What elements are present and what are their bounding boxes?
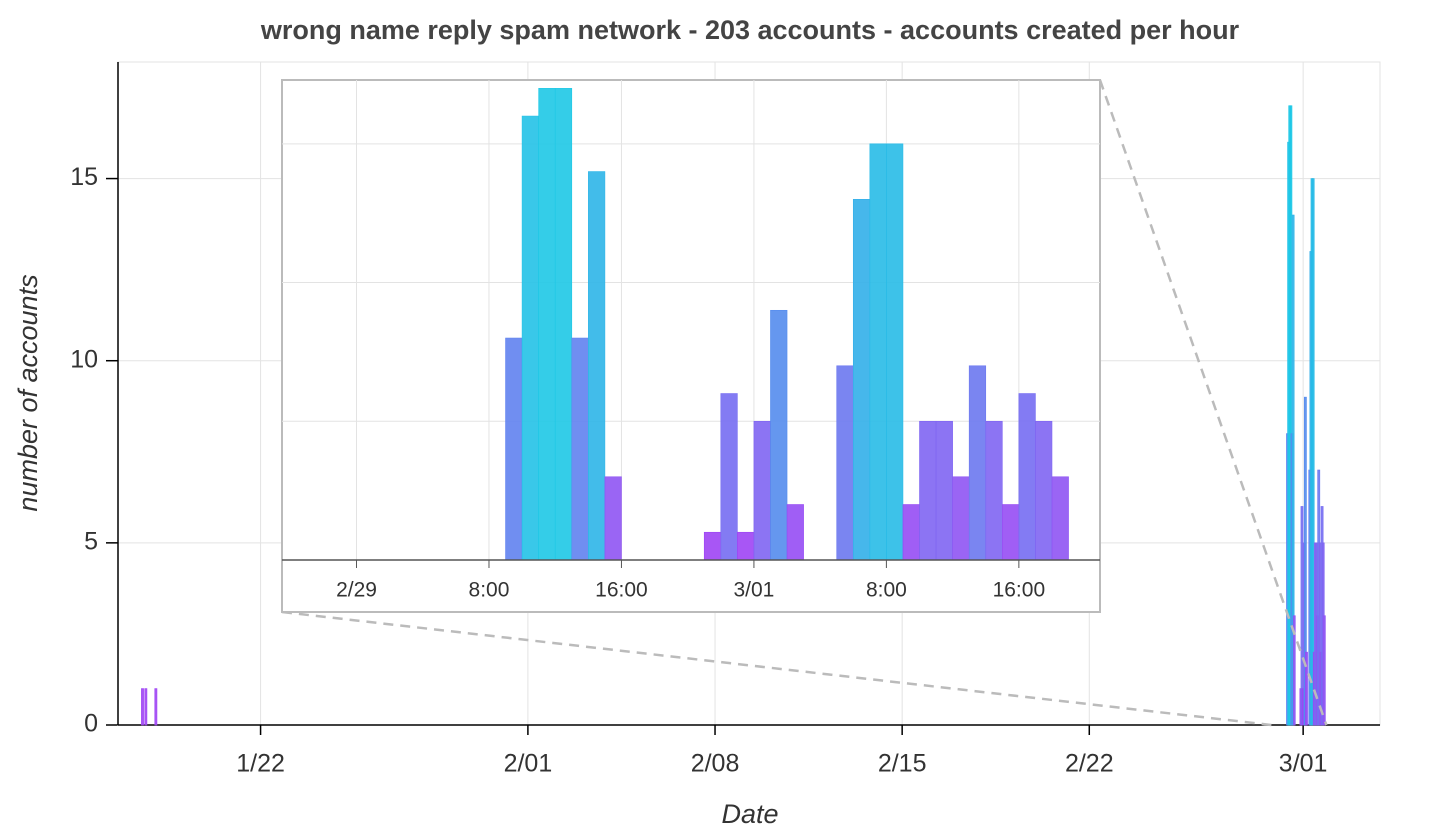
bar [786,504,804,560]
bar [737,531,755,560]
bar [538,88,556,560]
bar [836,365,854,560]
bar [571,337,589,560]
bar [1002,504,1020,560]
bar [985,420,1003,560]
connector [281,610,1272,727]
bar [1018,393,1036,560]
x-tick-label: 2/08 [691,750,740,778]
inset-x-tick-label: 16:00 [993,579,1046,602]
bar [144,688,148,726]
bar [720,393,738,560]
bar [521,115,539,560]
inset-bars [505,88,1069,560]
bar [1035,420,1053,560]
bar [919,420,937,560]
bar [852,199,871,560]
inset-plot: 2/29 8:00 16:00 3/01 8:00 16:00 [281,79,1101,613]
bar [968,365,987,560]
bar [869,143,887,560]
x-tick-label: 2/22 [1065,750,1114,778]
bar [1051,476,1069,560]
x-tick-label: 3/01 [1279,750,1328,778]
bar [505,337,523,560]
inset-x-tick-label: 2/29 [336,579,377,602]
bar [952,476,970,560]
bar [753,420,771,560]
bar [886,143,904,560]
chart-title: wrong name reply spam network - 203 acco… [260,15,1240,45]
inset-x-tick-label: 3/01 [733,579,774,602]
y-tick-label: 15 [70,163,98,191]
bar [1305,651,1308,726]
y-tick-label: 0 [84,710,98,738]
x-tick-label: 1/22 [236,750,285,778]
bar [902,504,920,560]
bar [588,171,606,560]
bar [141,688,144,726]
x-axis-label: Date [721,799,778,829]
inset-x-tick-label: 8:00 [469,579,510,602]
bar [154,688,158,726]
bar [554,88,573,560]
inset-x-tick-label: 8:00 [866,579,907,602]
bar [770,309,788,560]
zoom-connectors [281,79,1328,727]
y-axis-label: number of accounts [13,274,43,511]
bar [935,420,953,560]
bar [1311,178,1315,726]
inset-x-tick-label: 16:00 [595,579,648,602]
bar [703,531,722,560]
connector [1098,79,1328,726]
y-tick-label: 10 [70,345,98,373]
y-tick-label: 5 [84,527,98,555]
x-tick-label: 2/15 [878,750,927,778]
bar [1292,615,1296,726]
bar [1322,615,1326,726]
bar [604,476,622,560]
x-tick-label: 2/01 [504,750,553,778]
